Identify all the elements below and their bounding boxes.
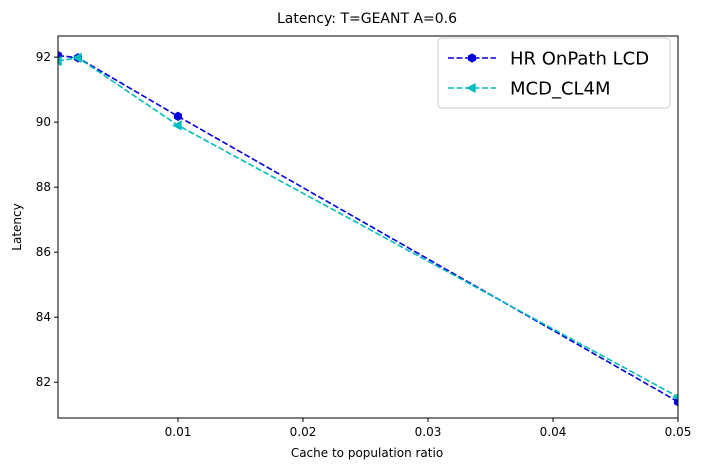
legend-box bbox=[437, 37, 671, 109]
series-point bbox=[673, 397, 678, 407]
series-point bbox=[672, 393, 678, 401]
series-point bbox=[172, 120, 182, 131]
chart-title: Latency: T=GEANT A=0.6 bbox=[277, 11, 457, 27]
series-line bbox=[58, 54, 678, 403]
series-1 bbox=[58, 52, 678, 401]
x-axis-label: Cache to population ratio bbox=[291, 446, 443, 460]
legend-marker bbox=[466, 82, 476, 94]
y-tick-label: 88 bbox=[36, 180, 51, 194]
series-point bbox=[72, 52, 82, 63]
legend-label: HR OnPath LCD bbox=[510, 49, 649, 70]
legend-label: MCD_CL4M bbox=[510, 79, 611, 100]
series-line bbox=[58, 56, 678, 398]
legend: HR OnPath LCD MCD_CL4M bbox=[437, 37, 671, 109]
axes-layer: 0.01 0.02 0.03 0.04 0.05 82 84 86 88 90 92 bbox=[36, 35, 692, 439]
legend-marker bbox=[467, 53, 477, 63]
y-tick-label: 90 bbox=[36, 115, 51, 129]
plot-frame bbox=[57, 35, 679, 419]
y-axis-label: Latency bbox=[10, 203, 24, 250]
x-tick-label: 0.01 bbox=[165, 425, 192, 439]
y-tick-label: 86 bbox=[36, 245, 51, 259]
series-layer bbox=[58, 50, 678, 407]
x-tick-label: 0.02 bbox=[290, 425, 317, 439]
x-tick-label: 0.05 bbox=[665, 425, 692, 439]
x-axis-ticks: 0.01 0.02 0.03 0.04 0.05 bbox=[165, 418, 692, 439]
series-point bbox=[58, 55, 62, 67]
y-axis-ticks: 82 84 86 88 90 92 bbox=[36, 50, 58, 389]
y-tick-label: 92 bbox=[36, 50, 51, 64]
y-tick-label: 82 bbox=[36, 375, 51, 389]
y-tick-label: 84 bbox=[36, 310, 51, 324]
series-point bbox=[173, 111, 183, 121]
x-tick-label: 0.03 bbox=[415, 425, 442, 439]
x-tick-label: 0.04 bbox=[540, 425, 567, 439]
